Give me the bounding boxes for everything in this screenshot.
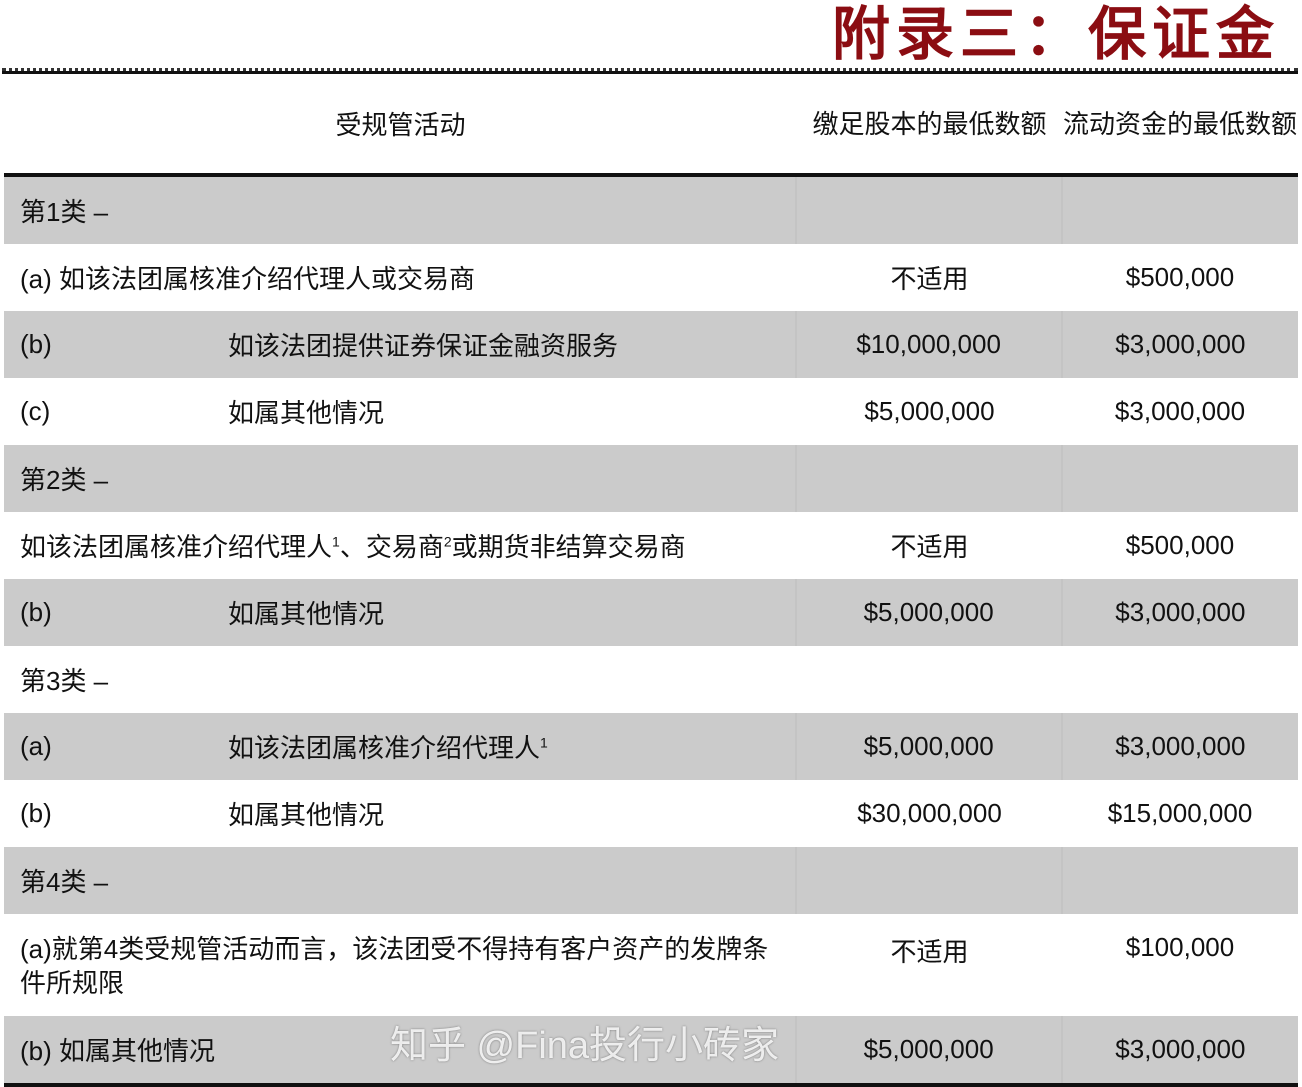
liquid-cell: $500,000 xyxy=(1125,530,1235,560)
capital-cell: $5,000,000 xyxy=(794,1016,1063,1083)
category-label: 第2类 – xyxy=(20,465,109,495)
category-row: 第4类 – xyxy=(4,847,1298,914)
item-desc-text: 如该法团属核准介绍代理人 xyxy=(228,733,541,763)
capital-requirements-table: 受规管活动 缴足股本的最低数额 流动资金的最低数额 第1类 – (a) 如该法团属… xyxy=(4,74,1298,1087)
title-divider xyxy=(2,71,1298,74)
header-paid-up-capital: 缴足股本的最低数额 xyxy=(812,108,1047,139)
activity-cell: (a) 如该法团属核准介绍代理人1 xyxy=(4,713,795,780)
table-row: (b) 如属其他情况 $30,000,000 $15,000,000 xyxy=(4,780,1298,847)
footnote-ref: 1 xyxy=(540,734,548,751)
activity-text: (a) 如该法团属核准介绍代理人或交易商 xyxy=(4,259,475,296)
footnote-ref: 2 xyxy=(443,533,452,550)
activity-cell: 第1类 – xyxy=(4,177,795,244)
header-activity: 受规管活动 xyxy=(335,110,466,140)
liquid-cell: $500,000 xyxy=(1125,262,1235,292)
capital-cell xyxy=(794,445,1063,512)
item-desc: 如该法团属核准介绍代理人1 xyxy=(228,728,548,765)
capital-cell xyxy=(794,177,1063,244)
liquid-cell: $15,000,000 xyxy=(1107,798,1253,828)
activity-text: 如该法团属核准介绍代理人1、交易商2或期货非结算交易商 xyxy=(4,527,686,564)
category-label: 第1类 – xyxy=(20,197,109,227)
capital-cell xyxy=(794,847,1063,914)
liquid-cell: $3,000,000 xyxy=(1115,597,1246,627)
activity-text: (b) 如属其他情况 xyxy=(4,1031,215,1068)
item-desc-text: 如属其他情况 xyxy=(228,800,385,830)
category-row: 第1类 – xyxy=(4,177,1298,244)
item-label: (b) xyxy=(20,329,52,359)
item-desc: 如属其他情况 xyxy=(228,795,384,832)
page-title: 附录三：保证金 xyxy=(831,0,1280,68)
table-row: 如该法团属核准介绍代理人1、交易商2或期货非结算交易商 不适用 $500,000 xyxy=(4,512,1298,579)
activity-cell: (b) 如该法团提供证券保证金融资服务 xyxy=(4,311,795,378)
item-desc-text: 如属其他情况 xyxy=(228,599,385,629)
item-label: (b) xyxy=(20,597,52,627)
activity-cell: (b) 如属其他情况 xyxy=(4,579,795,646)
liquid-cell xyxy=(1063,445,1298,512)
watermark: 知乎 @Fina投行小砖家 xyxy=(390,1025,780,1067)
item-label: (b) xyxy=(20,1036,52,1066)
table-row: (c) 如属其他情况 $5,000,000 $3,000,000 xyxy=(4,378,1298,445)
item-desc-text: 如属其他情况 xyxy=(228,398,385,428)
liquid-cell: $3,000,000 xyxy=(1115,329,1246,359)
table-row: (b) 如属其他情况 $5,000,000 $3,000,000 xyxy=(4,1016,1298,1083)
liquid-cell xyxy=(1063,847,1298,914)
activity-cell: 第3类 – xyxy=(4,646,797,713)
activity-cell: (c) 如属其他情况 xyxy=(4,378,797,445)
item-desc: 如属其他情况 xyxy=(228,594,384,631)
activity-cell: (a)就第4类受规管活动而言，该法团受不得持有客户资产的发牌条件所规限 xyxy=(4,914,797,1000)
capital-cell: $5,000,000 xyxy=(794,713,1063,780)
item-desc: 如该法团属核准介绍代理人或交易商 xyxy=(59,264,476,294)
category-row: 第2类 – xyxy=(4,445,1298,512)
capital-cell: 不适用 xyxy=(890,532,969,562)
activity-text-part: 或期货非结算交易商 xyxy=(451,532,686,562)
capital-cell: 不适用 xyxy=(890,937,969,967)
item-label: (b) xyxy=(20,798,52,828)
liquid-cell: $3,000,000 xyxy=(1114,396,1246,426)
activity-text: (a)就第4类受规管活动而言，该法团受不得持有客户资产的发牌条件所规限 xyxy=(20,934,769,998)
activity-cell: 第4类 – xyxy=(4,847,795,914)
capital-cell: $30,000,000 xyxy=(857,798,1002,828)
capital-cell: $10,000,000 xyxy=(794,311,1063,378)
activity-cell: 如该法团属核准介绍代理人1、交易商2或期货非结算交易商 xyxy=(4,512,797,579)
category-row: 第3类 – xyxy=(4,646,1298,713)
activity-cell: (a) 如该法团属核准介绍代理人或交易商 xyxy=(4,244,797,311)
activity-text-part: 、交易商 xyxy=(339,532,444,562)
activity-text-part: 如该法团属核准介绍代理人 xyxy=(20,532,333,562)
activity-cell: (b) 如属其他情况 xyxy=(4,780,797,847)
liquid-cell: $3,000,000 xyxy=(1115,731,1246,761)
item-desc: 如属其他情况 xyxy=(59,1036,216,1066)
footnote-ref: 1 xyxy=(332,533,340,550)
liquid-cell: $100,000 xyxy=(1125,932,1235,962)
item-label: (a) xyxy=(20,264,52,294)
table-header: 受规管活动 缴足股本的最低数额 流动资金的最低数额 xyxy=(4,74,1298,177)
dotted-divider xyxy=(2,68,1298,71)
table-row: (b) 如属其他情况 $5,000,000 $3,000,000 xyxy=(4,579,1298,646)
item-desc-text: 如该法团提供证券保证金融资服务 xyxy=(228,331,619,361)
activity-cell: 第2类 – xyxy=(4,445,795,512)
capital-cell: $5,000,000 xyxy=(864,396,995,426)
category-label: 第4类 – xyxy=(20,867,109,897)
table-body: 第1类 – (a) 如该法团属核准介绍代理人或交易商 不适用 $500,000 (b) 如… xyxy=(4,177,1298,1083)
capital-cell: $5,000,000 xyxy=(794,579,1063,646)
table-row: (a) 如该法团属核准介绍代理人或交易商 不适用 $500,000 xyxy=(4,244,1298,311)
category-label: 第3类 – xyxy=(20,666,109,696)
item-desc: 如该法团提供证券保证金融资服务 xyxy=(228,326,618,363)
header-liquid-capital: 流动资金的最低数额 xyxy=(1062,108,1297,139)
table-row: (b) 如该法团提供证券保证金融资服务 $10,000,000 $3,000,000 xyxy=(4,311,1298,378)
item-label: (c) xyxy=(20,396,51,426)
table-row: (a) 如该法团属核准介绍代理人1 $5,000,000 $3,000,000 xyxy=(4,713,1298,780)
liquid-cell: $3,000,000 xyxy=(1115,1034,1246,1064)
item-label: (a) xyxy=(20,731,52,761)
item-desc: 如属其他情况 xyxy=(228,393,384,430)
liquid-cell xyxy=(1063,177,1298,244)
capital-cell: 不适用 xyxy=(890,264,969,294)
activity-cell: (b) 如属其他情况 xyxy=(4,1016,795,1083)
table-row: (a)就第4类受规管活动而言，该法团受不得持有客户资产的发牌条件所规限 不适用 $1… xyxy=(4,914,1298,1016)
